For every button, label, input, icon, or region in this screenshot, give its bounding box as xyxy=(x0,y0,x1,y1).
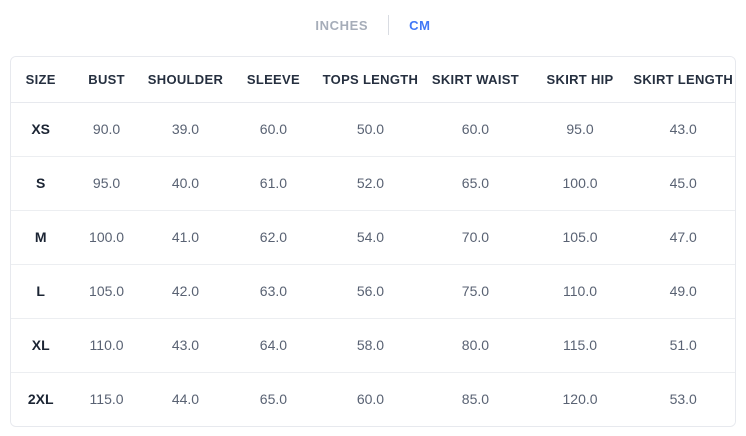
value-cell: 39.0 xyxy=(142,102,229,157)
tab-divider xyxy=(388,15,390,35)
value-cell: 110.0 xyxy=(528,264,632,319)
value-cell: 58.0 xyxy=(318,318,423,373)
value-cell: 85.0 xyxy=(422,372,529,426)
value-cell: 47.0 xyxy=(631,210,735,265)
value-cell: 60.0 xyxy=(228,102,319,157)
table-row-s: S 95.0 40.0 61.0 52.0 65.0 100.0 45.0 xyxy=(11,156,735,211)
value-cell: 42.0 xyxy=(142,264,229,319)
value-cell: 80.0 xyxy=(422,318,529,373)
value-cell: 90.0 xyxy=(70,102,143,157)
size-cell: XS xyxy=(11,102,71,157)
value-cell: 53.0 xyxy=(631,372,735,426)
value-cell: 115.0 xyxy=(70,372,143,426)
tab-inches[interactable]: INCHES xyxy=(313,14,370,37)
column-header-bust: BUST xyxy=(70,57,143,103)
value-cell: 95.0 xyxy=(70,156,143,211)
value-cell: 43.0 xyxy=(142,318,229,373)
unit-tabs: INCHES CM xyxy=(0,0,746,48)
size-cell: M xyxy=(11,210,71,265)
value-cell: 49.0 xyxy=(631,264,735,319)
value-cell: 40.0 xyxy=(142,156,229,211)
value-cell: 105.0 xyxy=(528,210,632,265)
value-cell: 120.0 xyxy=(528,372,632,426)
table-row-l: L 105.0 42.0 63.0 56.0 75.0 110.0 49.0 xyxy=(11,264,735,319)
value-cell: 63.0 xyxy=(228,264,319,319)
header-row: SIZE BUST SHOULDER SLEEVE TOPS LENGTH SK… xyxy=(11,57,735,103)
column-header-skirt-length: SKIRT LENGTH xyxy=(631,57,735,103)
size-cell: 2XL xyxy=(11,372,71,426)
value-cell: 52.0 xyxy=(318,156,423,211)
value-cell: 95.0 xyxy=(528,102,632,157)
size-chart-table: SIZE BUST SHOULDER SLEEVE TOPS LENGTH SK… xyxy=(10,56,736,427)
value-cell: 54.0 xyxy=(318,210,423,265)
value-cell: 115.0 xyxy=(528,318,632,373)
column-header-shoulder: SHOULDER xyxy=(142,57,229,103)
value-cell: 75.0 xyxy=(422,264,529,319)
value-cell: 105.0 xyxy=(70,264,143,319)
column-header-size: SIZE xyxy=(11,57,71,103)
column-header-sleeve: SLEEVE xyxy=(228,57,319,103)
table-row-m: M 100.0 41.0 62.0 54.0 70.0 105.0 47.0 xyxy=(11,210,735,265)
value-cell: 62.0 xyxy=(228,210,319,265)
tab-cm[interactable]: CM xyxy=(407,14,432,37)
value-cell: 56.0 xyxy=(318,264,423,319)
column-header-skirt-hip: SKIRT HIP xyxy=(528,57,632,103)
value-cell: 60.0 xyxy=(422,102,529,157)
value-cell: 44.0 xyxy=(142,372,229,426)
size-cell: XL xyxy=(11,318,71,373)
value-cell: 100.0 xyxy=(70,210,143,265)
size-cell: S xyxy=(11,156,71,211)
column-header-tops-length: TOPS LENGTH xyxy=(318,57,423,103)
table-row-2xl: 2XL 115.0 44.0 65.0 60.0 85.0 120.0 53.0 xyxy=(11,372,735,426)
value-cell: 64.0 xyxy=(228,318,319,373)
column-header-skirt-waist: SKIRT WAIST xyxy=(422,57,529,103)
value-cell: 50.0 xyxy=(318,102,423,157)
value-cell: 41.0 xyxy=(142,210,229,265)
size-cell: L xyxy=(11,264,71,319)
value-cell: 110.0 xyxy=(70,318,143,373)
table-row-xs: XS 90.0 39.0 60.0 50.0 60.0 95.0 43.0 xyxy=(11,102,735,157)
value-cell: 43.0 xyxy=(631,102,735,157)
value-cell: 45.0 xyxy=(631,156,735,211)
value-cell: 60.0 xyxy=(318,372,423,426)
value-cell: 70.0 xyxy=(422,210,529,265)
value-cell: 65.0 xyxy=(422,156,529,211)
value-cell: 100.0 xyxy=(528,156,632,211)
table-row-xl: XL 110.0 43.0 64.0 58.0 80.0 115.0 51.0 xyxy=(11,318,735,373)
value-cell: 51.0 xyxy=(631,318,735,373)
value-cell: 61.0 xyxy=(228,156,319,211)
value-cell: 65.0 xyxy=(228,372,319,426)
